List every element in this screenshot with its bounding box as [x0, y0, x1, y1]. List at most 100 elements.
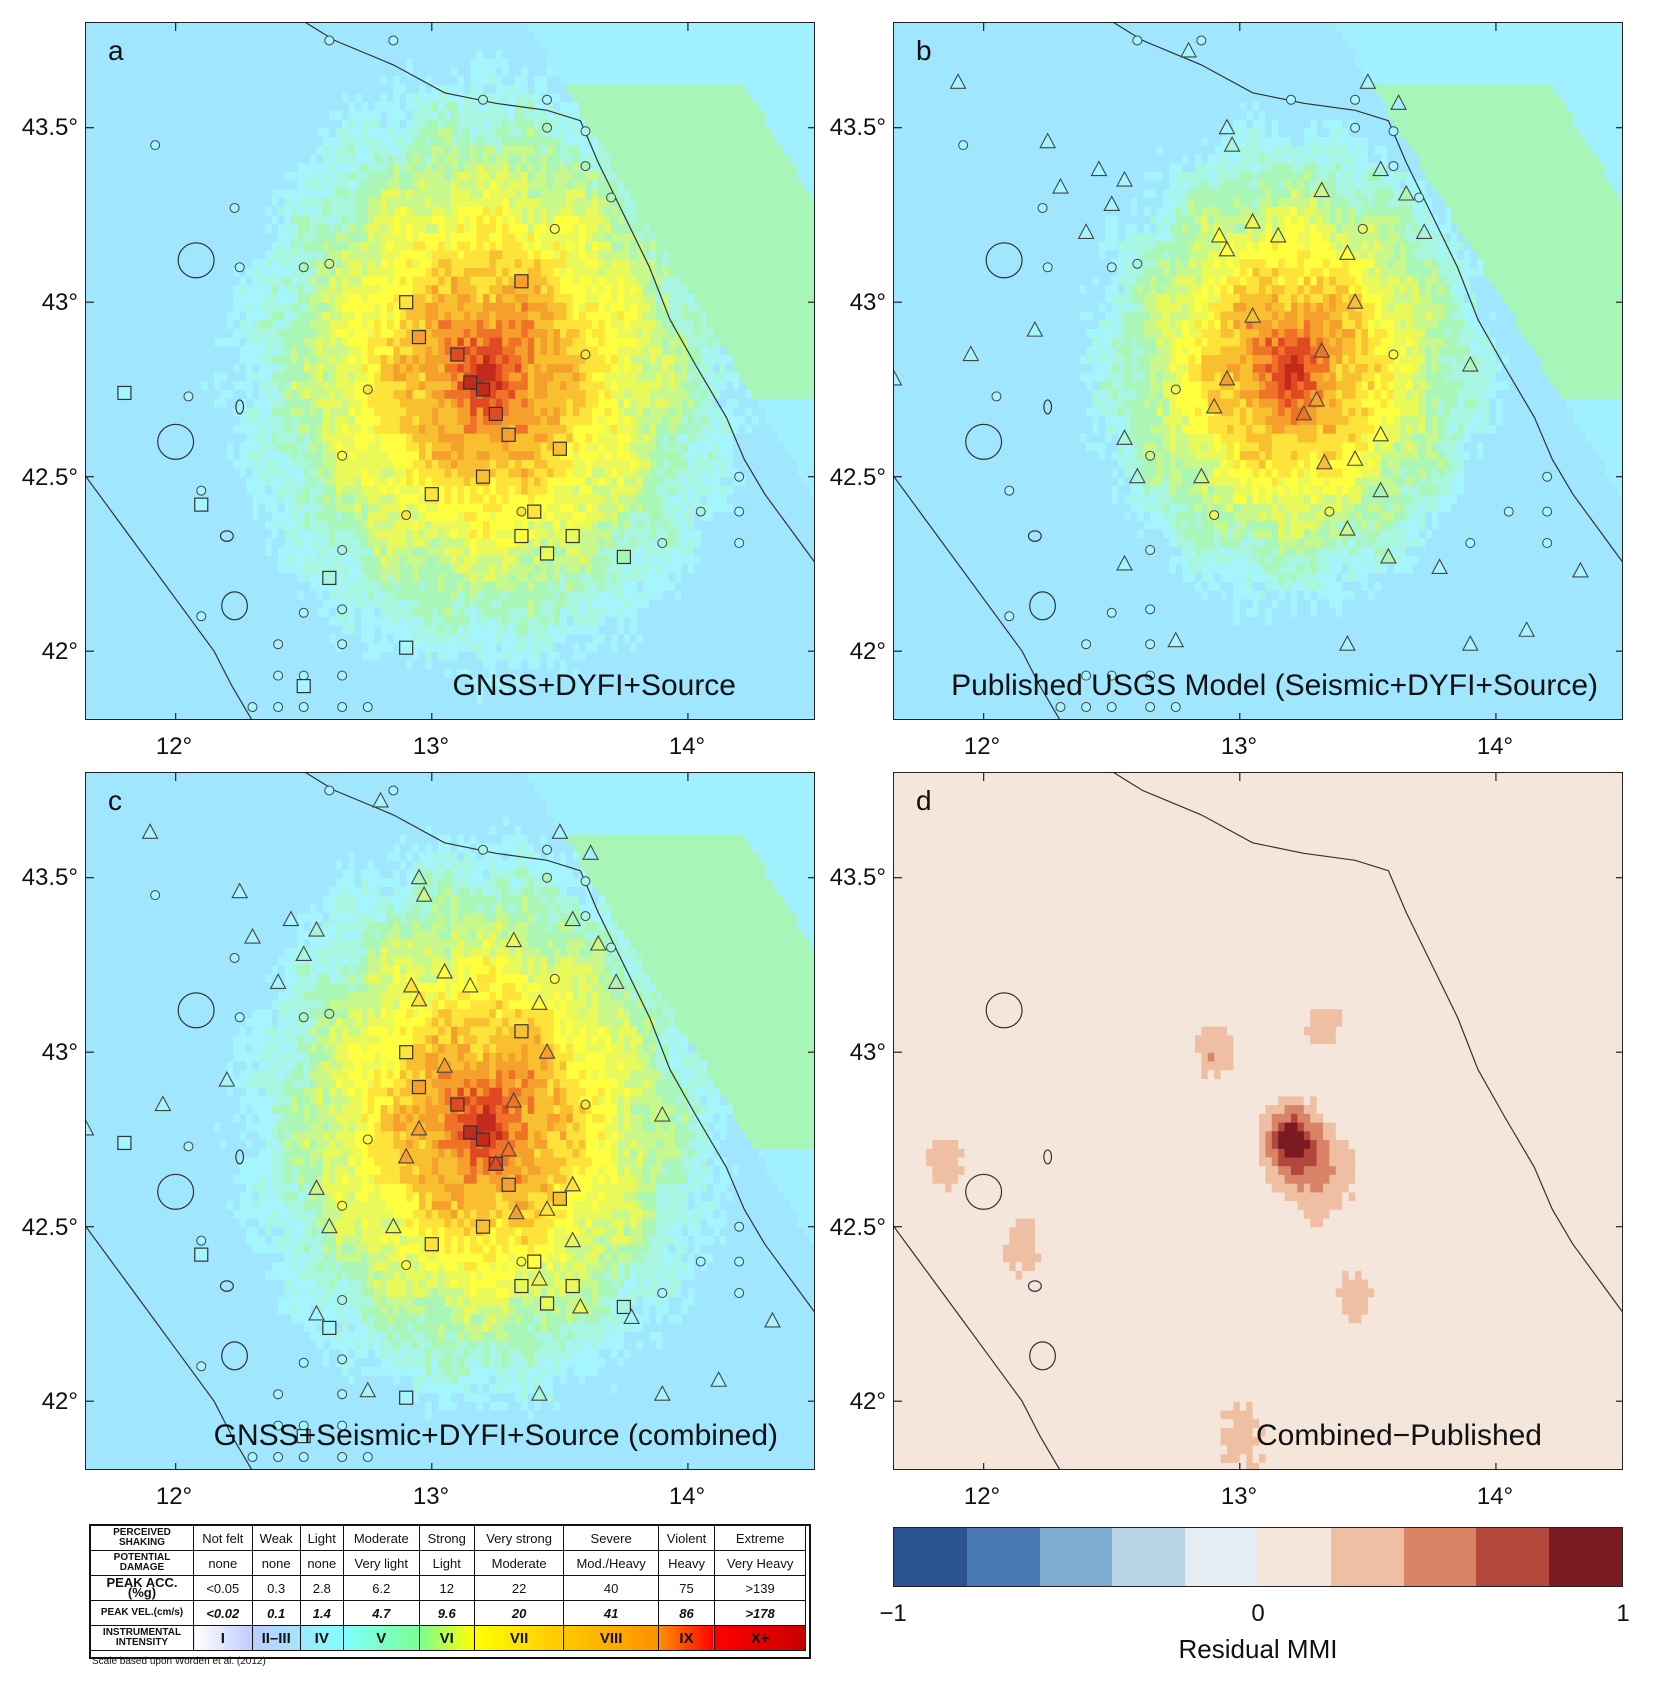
dyfi-circle-marker: [1542, 538, 1553, 549]
dyfi-circle-marker: [362, 384, 373, 395]
lat-tick: 42°: [8, 1388, 78, 1416]
seismic-triangle-marker: [141, 823, 159, 839]
legend-cell: 22: [473, 1575, 565, 1601]
legend-cell: Weak: [251, 1525, 301, 1551]
dyfi-circle-marker: [580, 911, 591, 922]
legend-cell: IV: [299, 1625, 344, 1651]
dyfi-circle-marker: [1145, 702, 1156, 713]
dyfi-circle-marker: [337, 639, 348, 650]
lat-tick: 43°: [8, 1039, 78, 1067]
dyfi-circle-marker: [1145, 670, 1156, 681]
seismic-triangle-marker: [269, 973, 287, 989]
legend-cell: 1.4: [299, 1600, 344, 1626]
legend-cell: 40: [563, 1575, 659, 1601]
seismic-triangle-marker: [295, 945, 313, 962]
legend-cell: Moderate: [473, 1550, 565, 1576]
shakemap-b: [894, 23, 1622, 719]
seismic-triangle-marker: [1077, 223, 1095, 239]
legend-cell: none: [193, 1550, 253, 1576]
legend-cell: Severe: [563, 1525, 659, 1551]
seismic-triangle-marker: [505, 931, 523, 948]
intensity-scale-legend: PERCEIVED SHAKING Not felt Weak Light Modera…: [90, 1525, 806, 1651]
seismic-triangle-marker: [507, 1203, 525, 1220]
dyfi-circle-marker: [196, 611, 207, 622]
seismic-triangle-marker: [653, 1105, 671, 1122]
legend-cell: VI: [418, 1625, 475, 1651]
gnss-square-marker: [296, 678, 311, 694]
seismic-triangle-marker: [1518, 621, 1536, 637]
lake: [219, 530, 234, 542]
seismic-triangle-marker: [1244, 306, 1262, 323]
lat-tick: 43.5°: [816, 864, 886, 892]
seismic-triangle-marker: [384, 1217, 402, 1234]
lake: [221, 1341, 248, 1371]
dyfi-circle-marker: [1542, 506, 1553, 517]
dyfi-circle-marker: [337, 604, 348, 615]
dyfi-circle-marker: [549, 973, 560, 984]
gnss-square-marker: [399, 640, 414, 655]
legend-cell: Very strong: [473, 1525, 565, 1551]
dyfi-circle-marker: [1145, 450, 1156, 461]
dyfi-circle-marker: [229, 202, 240, 213]
dyfi-circle-marker: [298, 1357, 309, 1368]
gnss-square-marker: [565, 1278, 580, 1294]
dyfi-circle-marker: [324, 1008, 335, 1019]
dyfi-circle-marker: [1004, 611, 1015, 622]
lon-tick: 14°: [1455, 1483, 1535, 1511]
dyfi-circle-marker: [150, 890, 161, 901]
seismic-triangle-marker: [1128, 467, 1146, 484]
seismic-triangle-marker: [1116, 554, 1133, 571]
residual-colorbar: [893, 1527, 1623, 1587]
scale-note: Scale based upon Worden et al. (2012): [92, 1656, 266, 1667]
gnss-square-marker: [501, 1177, 516, 1192]
gnss-square-marker: [399, 295, 414, 310]
seismic-triangle-marker: [320, 1217, 338, 1234]
seismic-triangle-marker: [415, 885, 433, 902]
dyfi-circle-marker: [1081, 639, 1092, 650]
seismic-triangle-marker: [436, 1056, 454, 1073]
seismic-triangle-marker: [410, 1119, 428, 1136]
dyfi-circle-marker: [298, 670, 309, 681]
colorbar-tick: 1: [1593, 1600, 1653, 1628]
lat-tick: 43.5°: [8, 864, 78, 892]
legend-cell: Heavy: [657, 1550, 716, 1576]
dyfi-circle-marker: [1414, 192, 1425, 203]
dyfi-circle-marker: [298, 607, 309, 618]
dyfi-circle-marker: [1106, 702, 1117, 713]
seismic-triangle-marker: [1308, 390, 1326, 407]
legend-row-pgv: PEAK VEL.(cm/s) <0.02 0.1 1.4 4.7 9.6 20 41 86 >1…: [90, 1600, 806, 1626]
seismic-triangle-marker: [538, 1043, 556, 1059]
dyfi-circle-marker: [401, 1260, 412, 1271]
gnss-square-marker: [296, 1428, 311, 1444]
legend-cell: 75: [657, 1575, 716, 1601]
gnss-square-marker: [552, 1191, 567, 1206]
gnss-square-marker: [527, 504, 542, 519]
seismic-triangle-marker: [564, 910, 582, 927]
gnss-square-marker: [527, 1254, 542, 1269]
lake: [1043, 1149, 1053, 1165]
seismic-triangle-marker: [530, 994, 548, 1010]
dyfi-circle-marker: [362, 702, 373, 713]
dyfi-circle-marker: [1004, 485, 1015, 496]
seismic-triangle-marker: [308, 1304, 325, 1321]
dyfi-circle-marker: [542, 844, 553, 855]
dyfi-circle-marker: [1170, 702, 1181, 713]
dyfi-circle-marker: [1106, 607, 1117, 618]
seismic-triangle-marker: [397, 1147, 415, 1164]
legend-cell: Extreme: [714, 1525, 806, 1551]
seismic-triangle-marker: [589, 934, 607, 951]
dyfi-circle-marker: [273, 670, 284, 681]
seismic-triangle-marker: [1315, 453, 1333, 470]
dyfi-circle-marker: [657, 1288, 668, 1299]
gnss-square-marker: [501, 427, 516, 442]
residual-map-d: [894, 773, 1622, 1469]
seismic-triangle-marker: [282, 910, 300, 927]
dyfi-circle-marker: [580, 126, 591, 137]
dyfi-circle-marker: [1145, 639, 1156, 650]
seismic-triangle-marker: [1379, 547, 1397, 564]
dyfi-circle-marker: [337, 544, 348, 555]
legend-cell: Violent: [657, 1525, 716, 1551]
gnss-square-marker: [463, 375, 478, 390]
legend-cell: I: [193, 1625, 253, 1651]
gnss-square-marker: [117, 1135, 132, 1151]
